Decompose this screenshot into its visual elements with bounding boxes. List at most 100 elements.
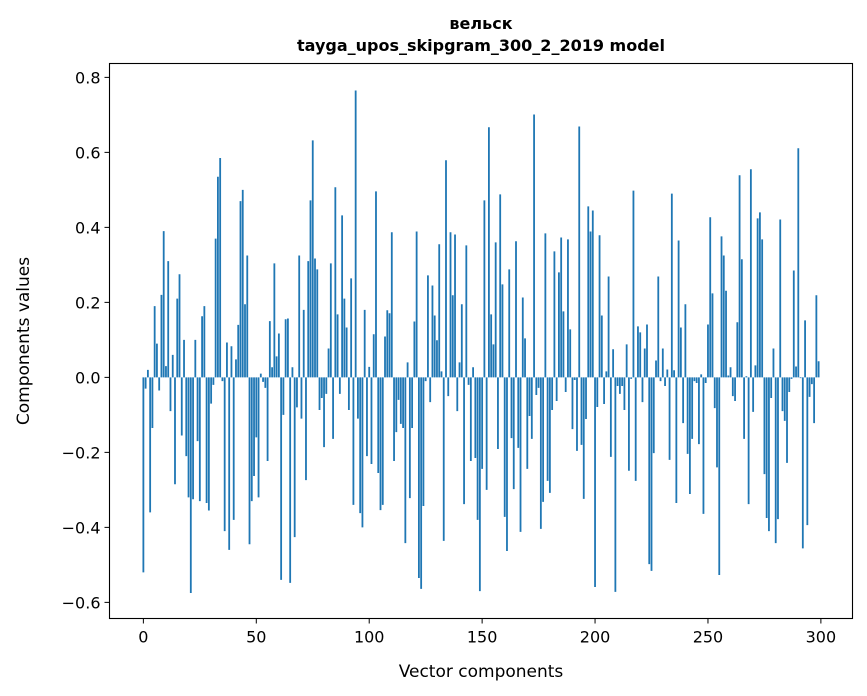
bar <box>698 377 700 445</box>
bar <box>657 276 660 378</box>
bar <box>542 377 545 502</box>
bar <box>801 377 804 549</box>
bar <box>637 326 639 378</box>
bar <box>456 377 459 412</box>
bar <box>761 239 764 378</box>
bar <box>406 362 409 378</box>
bar <box>770 377 773 398</box>
bar <box>517 377 520 448</box>
bar <box>372 334 375 378</box>
bar <box>679 327 682 378</box>
bar <box>415 231 418 378</box>
bar <box>618 377 621 394</box>
bar <box>381 377 384 505</box>
bar <box>576 377 578 451</box>
bar <box>253 377 255 476</box>
bar <box>609 377 612 457</box>
bar <box>196 377 199 442</box>
bar <box>354 90 357 378</box>
bar <box>230 346 233 378</box>
x-tick-label: 300 <box>806 628 837 647</box>
bar <box>675 377 678 503</box>
bar <box>476 377 479 520</box>
bar <box>702 377 705 514</box>
bar <box>417 377 420 578</box>
bar <box>327 348 330 378</box>
bar <box>639 332 642 378</box>
bar <box>413 321 416 378</box>
bar <box>447 377 450 397</box>
bar <box>804 320 806 378</box>
bar <box>393 377 395 461</box>
bar <box>806 377 809 526</box>
x-tick-label: 100 <box>354 628 385 647</box>
bar <box>646 324 648 378</box>
bar <box>282 377 285 415</box>
bar <box>144 377 147 389</box>
bar <box>266 377 269 461</box>
bar <box>512 377 515 490</box>
bar <box>302 309 305 378</box>
bar <box>716 377 718 468</box>
bar <box>684 304 687 378</box>
y-tick-label: 0.0 <box>75 368 100 387</box>
bar <box>404 377 407 544</box>
bar <box>494 242 497 378</box>
bar <box>467 377 470 385</box>
bar <box>241 189 244 378</box>
bar <box>535 377 538 395</box>
bar <box>162 231 165 378</box>
bar <box>736 322 739 378</box>
bar <box>296 377 298 408</box>
bar <box>472 367 474 378</box>
bar <box>259 373 262 378</box>
bar <box>591 210 594 378</box>
bar <box>695 377 698 383</box>
bar <box>149 377 152 513</box>
bar <box>223 377 226 532</box>
bar <box>180 377 183 436</box>
bar <box>752 377 755 412</box>
bar <box>174 377 176 485</box>
bar <box>153 306 156 378</box>
bar <box>341 215 344 378</box>
bar <box>813 377 816 424</box>
bar <box>783 377 786 421</box>
bar <box>677 240 680 378</box>
bar <box>488 127 490 378</box>
bar <box>704 377 707 383</box>
bar <box>160 294 163 378</box>
bar <box>772 348 775 378</box>
bar <box>655 360 657 378</box>
bar <box>567 239 569 378</box>
bar <box>454 234 456 378</box>
bar <box>156 343 158 378</box>
bar <box>438 244 441 378</box>
bar <box>747 377 750 505</box>
bar <box>433 315 436 378</box>
bar <box>569 329 572 378</box>
bar <box>578 126 581 378</box>
bar <box>368 366 371 378</box>
bar <box>603 377 605 404</box>
bar <box>497 377 499 449</box>
bar <box>560 237 563 378</box>
bar <box>589 231 592 378</box>
bar <box>445 160 447 378</box>
bar <box>460 304 463 378</box>
bar <box>546 377 549 481</box>
bar <box>309 200 312 378</box>
bar <box>420 377 423 589</box>
bar <box>594 377 596 587</box>
bar <box>291 367 294 378</box>
bar <box>474 377 477 458</box>
bar <box>363 309 366 378</box>
bar <box>239 201 242 378</box>
bar <box>490 314 493 378</box>
bar <box>194 339 197 378</box>
bar <box>643 348 646 378</box>
bar <box>192 377 194 500</box>
bar <box>795 366 797 378</box>
bar <box>492 344 495 378</box>
x-tick-label: 50 <box>246 628 266 647</box>
